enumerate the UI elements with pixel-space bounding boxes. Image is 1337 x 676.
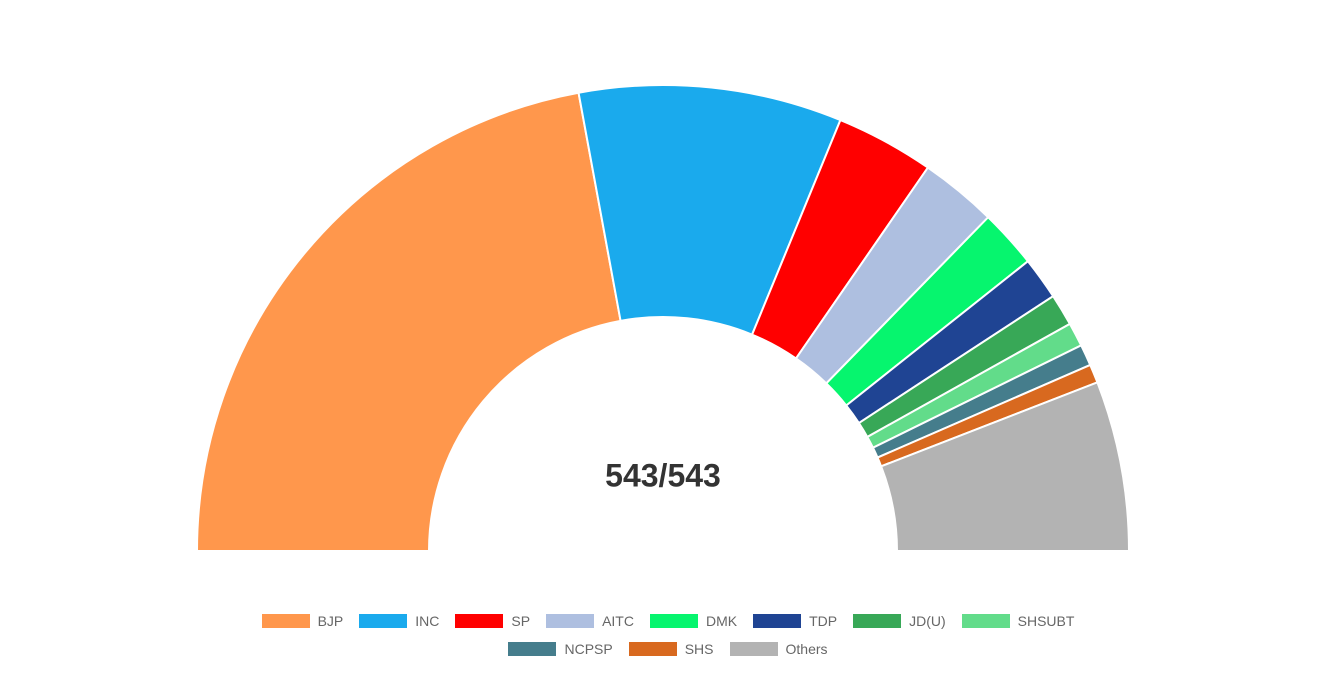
- center-label: 543/543: [605, 457, 721, 493]
- legend-swatch: [961, 614, 1010, 628]
- legend-label: AITC: [602, 613, 634, 629]
- legend-label: BJP: [317, 613, 344, 629]
- segment: [195, 91, 622, 552]
- legend-item[interactable]: SP: [455, 611, 530, 631]
- legend-label: SHS: [684, 641, 714, 657]
- legend-label: DMK: [705, 613, 738, 629]
- legend-item[interactable]: Others: [729, 639, 828, 659]
- legend-item[interactable]: JD(U): [853, 611, 946, 631]
- legend-swatch: [853, 614, 902, 628]
- legend-swatch: [508, 642, 557, 656]
- legend-swatch: [649, 614, 698, 628]
- legend-item[interactable]: DMK: [649, 611, 738, 631]
- chart-area: 543/543: [195, 84, 1131, 552]
- legend-label: Others: [785, 641, 828, 657]
- legend-item[interactable]: INC: [359, 611, 439, 631]
- legend-swatch: [359, 614, 408, 628]
- legend-label: INC: [415, 613, 440, 629]
- legend-label: NCPSP: [564, 641, 613, 657]
- legend-label: TDP: [809, 613, 838, 629]
- legend-swatch: [546, 614, 595, 628]
- legend-label: SP: [511, 613, 531, 629]
- legend-item[interactable]: TDP: [753, 611, 837, 631]
- legend-item[interactable]: BJP: [261, 611, 344, 631]
- legend-swatch: [753, 614, 802, 628]
- legend-item[interactable]: NCPSP: [508, 639, 613, 659]
- legend-swatch: [628, 642, 677, 656]
- legend: BJP INC SP AITC DMK TDP JD(U) SHSUBT NCPSP SHS Oth…: [248, 611, 1088, 659]
- legend-label: JD(U): [909, 613, 946, 629]
- legend-item[interactable]: SHS: [628, 639, 714, 659]
- legend-item[interactable]: AITC: [546, 611, 634, 631]
- legend-swatch: [729, 642, 778, 656]
- legend-swatch: [261, 614, 310, 628]
- segment: [879, 381, 1131, 552]
- legend-item[interactable]: SHSUBT: [961, 611, 1075, 631]
- legend-swatch: [455, 614, 504, 628]
- legend-label: SHSUBT: [1017, 613, 1075, 629]
